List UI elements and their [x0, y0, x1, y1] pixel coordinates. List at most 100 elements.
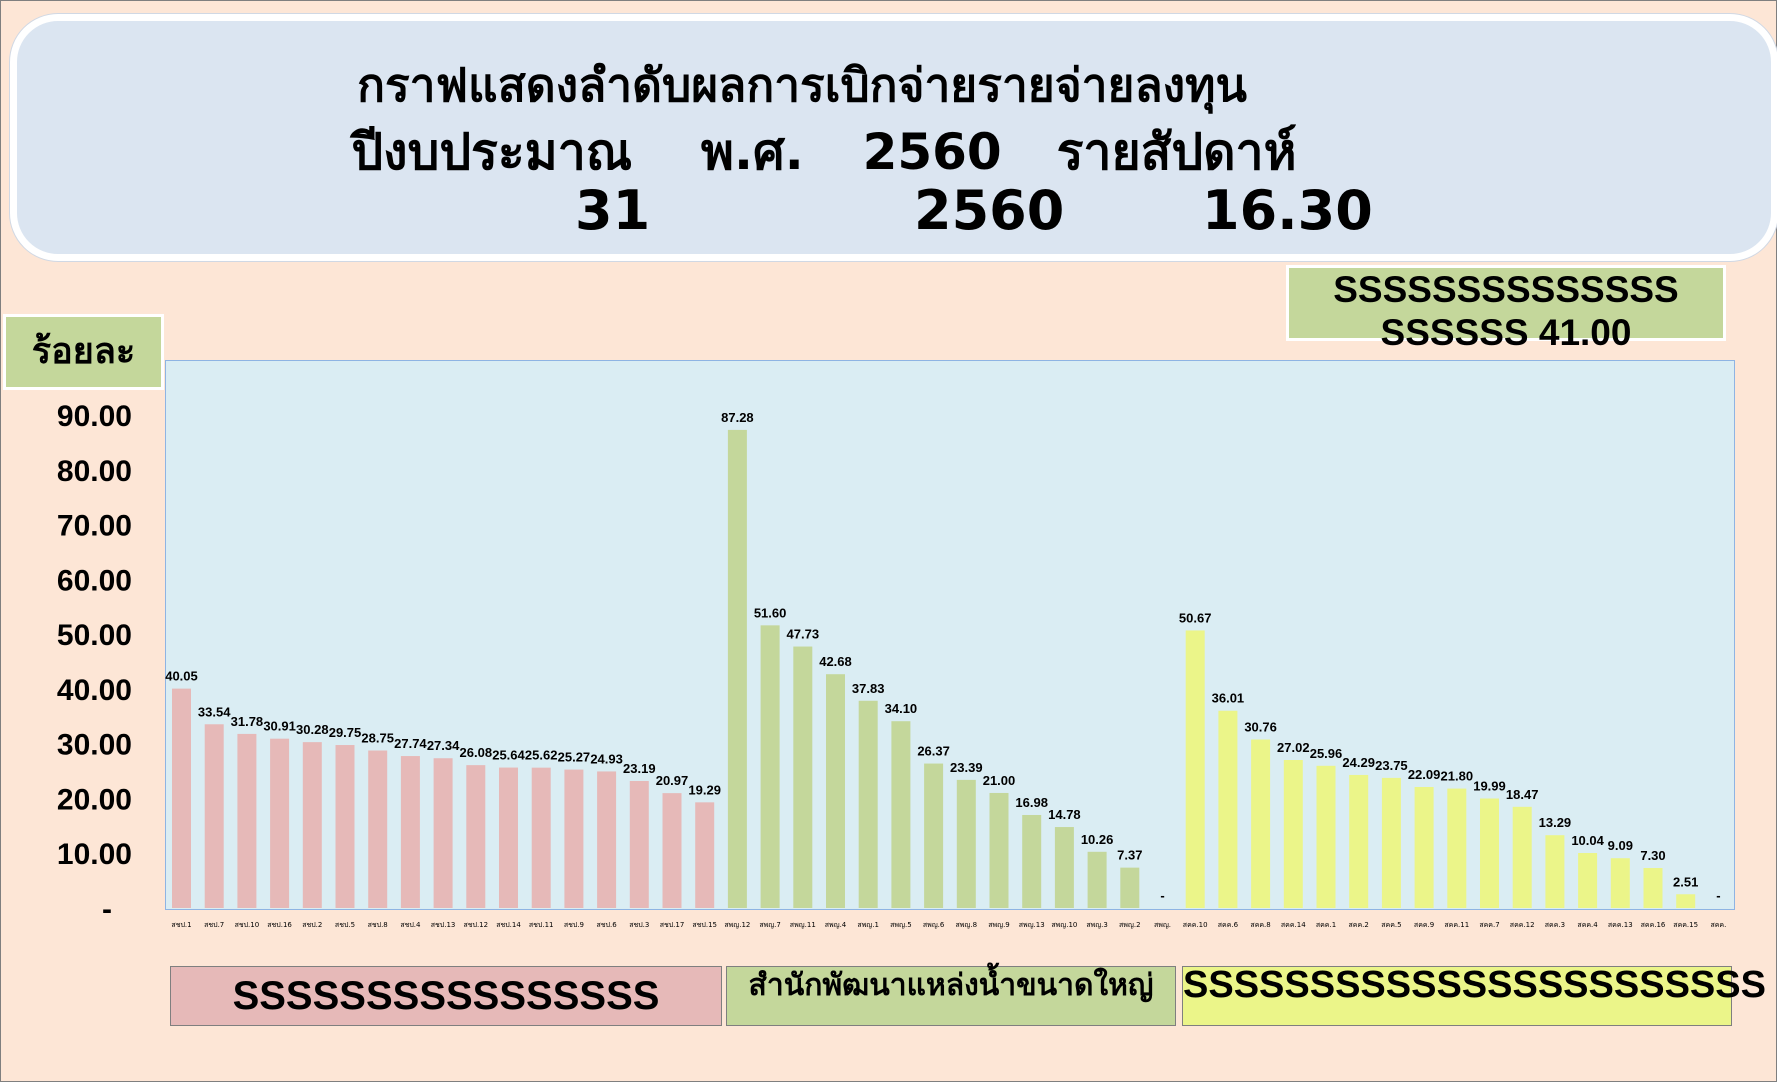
data-label: 2.51: [1673, 874, 1698, 889]
data-label: 25.62: [525, 748, 558, 763]
bar: [1414, 786, 1434, 908]
report-year: 2560: [914, 179, 1065, 242]
weekly-label: รายสัปดาห์: [1056, 123, 1297, 181]
x-tick-label: สคค.6: [1218, 921, 1239, 929]
report-time: 16.30: [1202, 179, 1373, 242]
x-tick-label: สพญ.2: [1119, 921, 1141, 929]
data-label: 31.78: [231, 714, 264, 729]
bar: [1022, 814, 1042, 908]
bar: [1316, 765, 1336, 908]
report-day: 31: [575, 179, 651, 242]
x-tick-label: สชป.16: [267, 921, 292, 929]
x-tick-label: สชป.3: [629, 921, 649, 929]
data-label: 10.04: [1571, 833, 1604, 848]
data-label: 26.37: [917, 744, 950, 759]
data-label: 30.28: [296, 722, 329, 737]
bar: [1545, 835, 1565, 908]
data-label: 24.93: [590, 751, 623, 766]
data-label: 7.30: [1640, 848, 1665, 863]
data-label: 19.29: [688, 782, 721, 797]
era-label: พ.ศ.: [701, 123, 804, 181]
x-tick-label: สพญ.11: [790, 921, 816, 929]
bar: [204, 724, 224, 908]
bar: [1349, 774, 1369, 908]
bar: [433, 758, 453, 908]
y-tick-label: 60.00: [57, 564, 132, 597]
data-label: 42.68: [819, 654, 852, 669]
data-label: 27.34: [427, 738, 460, 753]
x-tick-label: สคค.4: [1577, 921, 1598, 929]
x-tick-label: สชป.17: [660, 921, 685, 929]
x-tick-label: สชป.15: [692, 921, 717, 929]
bar: [826, 674, 845, 908]
data-label: 25.27: [558, 750, 591, 765]
data-label: 36.01: [1212, 691, 1245, 706]
data-label: 23.75: [1375, 758, 1408, 773]
x-tick-label: สคค.14: [1281, 921, 1306, 929]
bar: [597, 771, 617, 908]
x-tick-label: สชป.1: [171, 921, 191, 929]
bar: [1218, 710, 1238, 908]
bar: [793, 646, 813, 908]
data-label: 33.54: [198, 704, 231, 719]
data-label: 28.75: [361, 731, 394, 746]
x-tick-label: สชป.8: [368, 921, 388, 929]
x-tick-label: สพญ.12: [724, 921, 750, 929]
bar: [1087, 851, 1107, 908]
x-tick-label: สชป.10: [235, 921, 260, 929]
y-tick-label: 40.00: [57, 674, 132, 707]
y-tick-label: 50.00: [57, 619, 132, 652]
x-tick-label: สคค.8: [1250, 921, 1270, 929]
bar: [1054, 827, 1074, 908]
bar: [564, 769, 584, 908]
x-tick-label: สชป.2: [302, 921, 322, 929]
x-tick-label: สพญ.13: [1019, 921, 1045, 929]
data-label: 23.19: [623, 761, 656, 776]
x-tick-label: สพญ.5: [890, 921, 912, 929]
x-tick-label: สคค.2: [1349, 921, 1369, 929]
bar: [302, 742, 322, 908]
data-label: 18.47: [1506, 787, 1539, 802]
x-tick-label: สพญ.8: [956, 921, 978, 929]
data-label: 51.60: [754, 605, 787, 620]
bar: [1283, 759, 1303, 908]
data-label: 19.99: [1473, 778, 1506, 793]
data-label: 24.29: [1342, 755, 1375, 770]
group-label-2: สำนักพัฒนาแหล่งน้ำขนาดใหญ่: [726, 966, 1176, 1026]
bar: [237, 733, 257, 908]
x-tick-label: สคค.16: [1641, 921, 1666, 929]
data-label: 21.80: [1441, 769, 1474, 784]
x-tick-label: สคค.5: [1381, 921, 1401, 929]
bar: [956, 779, 976, 908]
data-label: 22.09: [1408, 767, 1441, 782]
bar: [335, 745, 355, 908]
x-tick-label: สคค.15: [1673, 921, 1698, 929]
data-label: 16.98: [1015, 795, 1048, 810]
bar: [1381, 777, 1401, 908]
y-tick-label: 10.00: [57, 838, 132, 871]
data-label: 7.37: [1117, 848, 1142, 863]
x-tick-label: สคค.3: [1545, 921, 1565, 929]
fiscal-year-line: ปีงบประมาณ พ.ศ. 2560 รายสัปดาห์: [0, 113, 1701, 192]
x-tick-label: สคค.1: [1316, 921, 1336, 929]
header-banner: กราฟแสดงลำดับผลการเบิกจ่ายรายจ่ายลงทุน ป…: [10, 14, 1777, 261]
x-tick-label: สพญ.3: [1086, 921, 1108, 929]
data-label: 29.75: [329, 725, 362, 740]
x-tick-label: สพญ.10: [1051, 921, 1077, 929]
data-label: -: [1160, 888, 1164, 903]
bar: [1447, 788, 1467, 908]
plot-area: [165, 360, 1735, 910]
x-tick-label: สชป.5: [335, 921, 355, 929]
x-tick-label: สพญ.9: [988, 921, 1010, 929]
data-label: 21.00: [983, 773, 1016, 788]
y-tick-label: -: [102, 893, 112, 926]
y-tick-label: 20.00: [57, 783, 132, 816]
fiscal-year-value: 2560: [862, 123, 1002, 181]
bar: [1512, 806, 1532, 908]
data-label: 37.83: [852, 681, 885, 696]
group-label-1: SSSSSSSSSSSSSSSS: [170, 966, 722, 1026]
data-label: 47.73: [787, 627, 820, 642]
target-box: SSSSSSSSSSSSSS SSSSSS 41.00: [1286, 265, 1726, 353]
x-tick-label: สพญ.: [1154, 921, 1171, 929]
